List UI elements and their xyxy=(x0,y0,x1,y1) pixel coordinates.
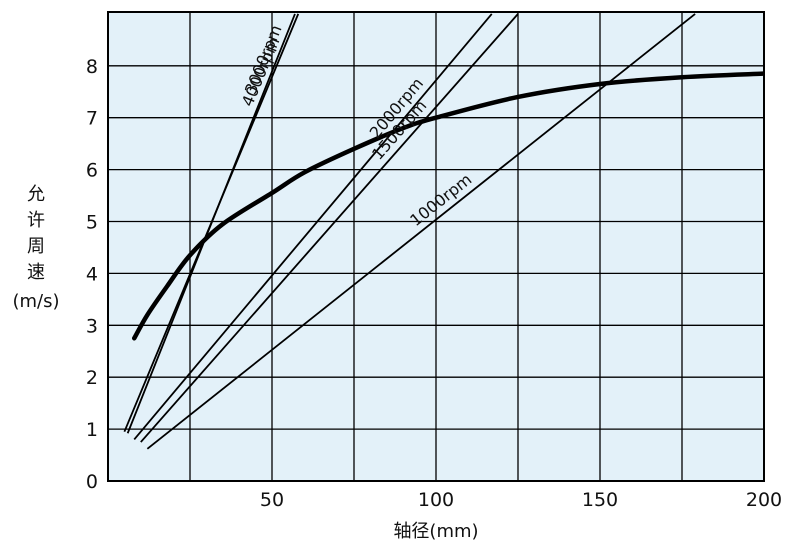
x-tick-label: 150 xyxy=(582,489,618,511)
y-axis-title-char: 许 xyxy=(27,210,45,231)
x-tick-label: 200 xyxy=(746,489,782,511)
y-axis-title-char: 允 xyxy=(27,184,45,205)
plot-frame xyxy=(107,11,765,482)
x-axis-title: 轴径(mm) xyxy=(393,521,478,542)
y-tick-label: 6 xyxy=(86,160,98,182)
y-axis-unit: (m/s) xyxy=(12,291,59,312)
y-tick-label: 3 xyxy=(86,315,98,337)
x-tick-label: 100 xyxy=(418,489,454,511)
y-tick-label: 0 xyxy=(86,471,98,493)
y-tick-label: 5 xyxy=(86,212,98,234)
y-axis-title-char: 速 xyxy=(27,262,45,283)
rpm-line xyxy=(140,13,519,443)
y-tick-label: 8 xyxy=(86,56,98,78)
tick-labels: 0 1 2 3 4 5 6 7 8 50 100 150 200 xyxy=(86,56,782,511)
y-tick-label: 2 xyxy=(86,367,98,389)
y-tick-label: 4 xyxy=(86,263,98,285)
rpm-line xyxy=(146,13,696,450)
y-tick-label: 1 xyxy=(86,419,98,441)
rpm-line xyxy=(133,13,493,441)
x-tick-label: 50 xyxy=(260,489,284,511)
y-tick-label: 7 xyxy=(86,108,98,130)
rpm-lines xyxy=(123,13,696,450)
limit-curve-group xyxy=(131,71,764,341)
y-axis-title-char: 周 xyxy=(27,236,45,257)
rpm-line xyxy=(126,13,296,434)
limit-curve xyxy=(131,71,764,341)
